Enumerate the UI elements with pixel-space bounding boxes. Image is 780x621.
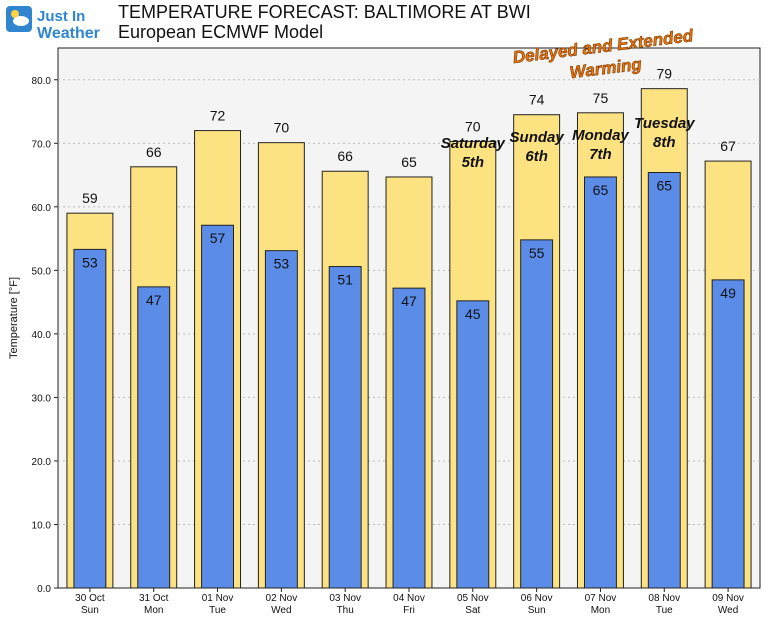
low-temp-label: 65: [656, 178, 672, 194]
day-annotation: Saturday: [441, 135, 506, 152]
low-temp-bar: [328, 266, 362, 589]
low-temp-bar: [520, 239, 554, 589]
low-temp-label: 57: [210, 230, 226, 246]
chart-subtitle: European ECMWF Model: [118, 22, 324, 42]
low-temp-label: 49: [720, 285, 736, 301]
x-tick-date: 30 Oct: [75, 593, 105, 604]
high-temp-label: 79: [656, 66, 672, 82]
low-temp-label: 45: [465, 306, 481, 322]
x-tick-date: 07 Nov: [585, 593, 617, 604]
y-tick-label: 60.0: [32, 203, 52, 214]
low-temp-bar: [201, 224, 235, 589]
low-temp-label: 55: [529, 245, 545, 261]
x-tick-date: 05 Nov: [457, 593, 489, 604]
high-temp-label: 59: [82, 190, 98, 206]
x-tick-date: 02 Nov: [266, 593, 298, 604]
low-temp-bar: [73, 248, 107, 589]
x-tick-day: Thu: [337, 605, 354, 616]
day-annotation: 6th: [525, 148, 548, 165]
low-temp-bar: [711, 279, 745, 589]
x-tick-date: 03 Nov: [329, 593, 361, 604]
high-temp-label: 75: [593, 90, 609, 106]
low-temp-bar: [456, 300, 490, 589]
high-temp-label: 70: [274, 120, 290, 136]
day-annotation: Tuesday: [634, 115, 695, 132]
y-tick-label: 0.0: [37, 584, 51, 595]
x-tick-day: Mon: [591, 605, 610, 616]
day-annotation: Sunday: [510, 129, 565, 146]
y-tick-label: 80.0: [32, 76, 52, 87]
y-axis-label: Temperature [°F]: [8, 277, 20, 359]
x-tick-day: Sat: [465, 605, 480, 616]
brand-logo: Just In Weather: [6, 4, 110, 42]
low-temp-bar: [584, 176, 617, 589]
x-tick-date: 08 Nov: [648, 593, 680, 604]
x-tick-date: 09 Nov: [712, 593, 744, 604]
high-temp-label: 74: [529, 92, 545, 108]
x-tick-day: Mon: [144, 605, 163, 616]
day-annotation: Monday: [572, 127, 629, 144]
x-tick-date: 31 Oct: [139, 593, 169, 604]
x-tick-day: Sun: [81, 605, 99, 616]
x-tick-day: Wed: [718, 605, 738, 616]
low-temp-bar: [647, 172, 681, 589]
day-annotation: 7th: [589, 146, 612, 163]
x-tick-date: 01 Nov: [202, 593, 234, 604]
y-tick-label: 40.0: [32, 330, 52, 341]
high-temp-label: 66: [337, 148, 353, 164]
x-tick-day: Sun: [528, 605, 546, 616]
low-temp-label: 47: [401, 293, 417, 309]
brand-line-2: Weather: [37, 25, 100, 42]
x-tick-day: Tue: [209, 605, 226, 616]
low-temp-label: 65: [593, 182, 609, 198]
high-temp-label: 67: [720, 138, 736, 154]
day-annotation: 5th: [462, 154, 485, 171]
high-temp-label: 70: [465, 118, 481, 134]
high-temp-label: 66: [146, 144, 162, 160]
y-tick-label: 10.0: [32, 520, 52, 531]
y-tick-label: 20.0: [32, 457, 52, 468]
chart-title: TEMPERATURE FORECAST: BALTIMORE AT BWI: [118, 2, 531, 22]
x-tick-day: Tue: [656, 605, 673, 616]
y-tick-label: 70.0: [32, 139, 52, 150]
low-temp-label: 53: [82, 254, 98, 270]
low-temp-bar: [264, 250, 298, 589]
x-tick-date: 04 Nov: [393, 593, 425, 604]
low-temp-bar: [137, 286, 171, 589]
day-annotation: 8th: [653, 134, 676, 151]
low-temp-bar: [392, 287, 426, 589]
low-temp-label: 51: [337, 272, 353, 288]
y-tick-label: 30.0: [32, 393, 52, 404]
high-temp-label: 65: [401, 154, 417, 170]
x-tick-day: Wed: [271, 605, 291, 616]
x-tick-date: 06 Nov: [521, 593, 553, 604]
brand-line-1: Just In: [37, 8, 85, 25]
low-temp-label: 47: [146, 292, 162, 308]
low-temp-label: 53: [274, 256, 290, 272]
y-tick-label: 50.0: [32, 266, 52, 277]
high-temp-label: 72: [210, 108, 226, 124]
x-tick-day: Fri: [403, 605, 415, 616]
